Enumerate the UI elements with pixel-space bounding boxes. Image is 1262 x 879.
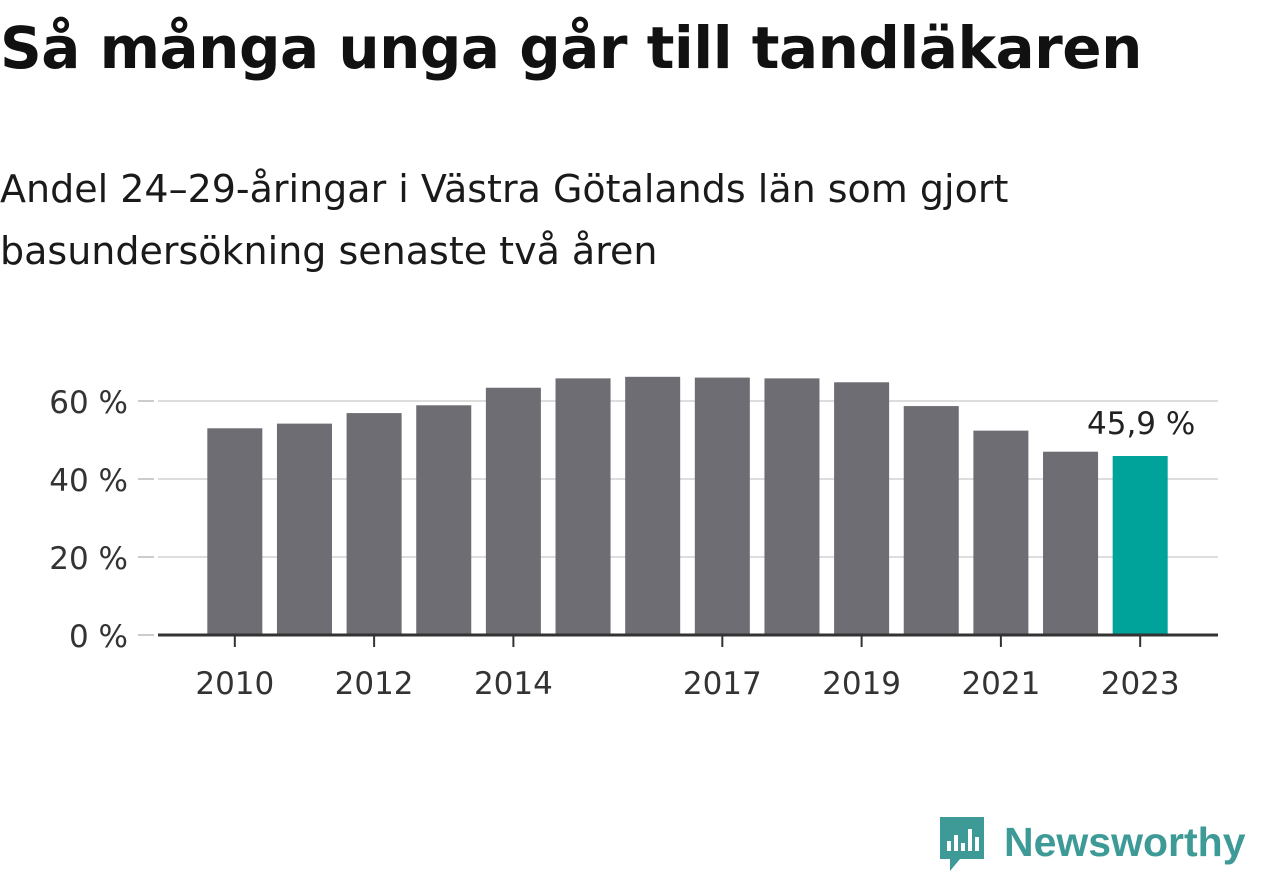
y-tick-label: 40 % [49, 463, 128, 499]
y-tick-label: 0 % [69, 619, 128, 655]
x-tick-label: 2014 [474, 666, 553, 702]
bar-2022 [1043, 451, 1099, 635]
gridlines [158, 400, 1218, 558]
x-tick-label: 2019 [822, 666, 901, 702]
x-tick-label: 2023 [1101, 666, 1180, 702]
bar-2011 [276, 423, 332, 635]
brand-name: Newsworthy [1004, 819, 1246, 865]
x-tick-label: 2010 [195, 666, 274, 702]
bar-2015 [555, 378, 611, 635]
bar-2017 [694, 377, 750, 635]
bar-2021 [973, 430, 1029, 635]
x-tick-label: 2021 [961, 666, 1040, 702]
bar-2016 [625, 376, 681, 635]
newsworthy-brand: Newsworthy [936, 815, 1256, 879]
chart-title: Så många unga går till tandläkaren [0, 14, 1142, 82]
bar-2019 [834, 382, 890, 635]
bar-2010 [207, 428, 263, 635]
data-label-highlight: 45,9 % [1087, 406, 1195, 442]
y-axis-ticks: 0 % 20 % 40 % 60 % [49, 385, 154, 655]
bar-2013 [416, 405, 472, 635]
x-tick-label: 2012 [335, 666, 414, 702]
bar-2018 [764, 378, 820, 635]
bar-2012 [346, 413, 402, 635]
bar-2023 [1112, 455, 1168, 635]
x-axis: 2010 2012 2014 2017 2019 2021 2023 [158, 633, 1218, 702]
bar-chart: 0 % 20 % 40 % 60 % 2010 2012 2014 2017 2019 2021… [49, 376, 1218, 702]
y-tick-label: 60 % [49, 385, 128, 421]
newsworthy-logo-icon [940, 817, 984, 871]
chart-subtitle: Andel 24–29-åringar i Västra Götalands l… [0, 167, 1009, 273]
bar-2020 [903, 406, 959, 635]
bars [207, 376, 1168, 635]
y-tick-label: 20 % [49, 541, 128, 577]
data-labels: 45,9 % [1087, 406, 1195, 442]
x-tick-label: 2017 [683, 666, 762, 702]
bar-2014 [485, 387, 541, 635]
